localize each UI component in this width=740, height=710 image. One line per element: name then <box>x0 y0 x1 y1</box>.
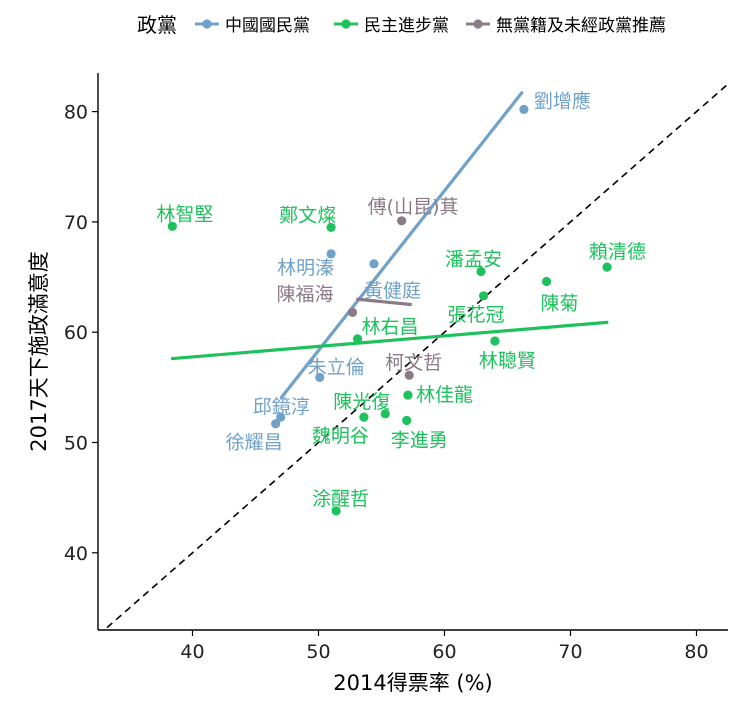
point-label: 涂醒哲 <box>312 488 369 510</box>
y-tick-label: 50 <box>64 432 88 454</box>
point-label: 潘孟安 <box>445 249 502 271</box>
data-point <box>541 276 552 287</box>
point-label: 邱鏡淳 <box>253 396 310 418</box>
data-point <box>403 390 413 400</box>
trend-line-2 <box>356 297 412 307</box>
data-point <box>404 370 414 380</box>
point-label: 劉增應 <box>534 89 591 112</box>
data-point <box>167 221 177 231</box>
x-axis-title: 2014得票率 (%) <box>333 671 492 695</box>
legend-label: 民主進步黨 <box>364 16 449 36</box>
x-tick-label: 60 <box>432 641 456 663</box>
point-label: 李進勇 <box>391 429 448 451</box>
axes: 40 50 60 70 80 40 50 60 70 80 2014得票率 (%) 2017天下施政滿… <box>27 73 728 695</box>
data-point <box>352 334 363 344</box>
legend-key-point <box>202 19 212 29</box>
data-point <box>369 259 379 269</box>
data-point <box>490 336 500 346</box>
point-label: 陳光復 <box>333 391 390 413</box>
legend-entry: 中國國民黨 <box>195 16 310 36</box>
legend-label: 無黨籍及未經政黨推薦 <box>496 16 666 36</box>
data-point <box>476 266 486 277</box>
reference-diagonal-line <box>103 82 728 630</box>
data-point <box>602 262 612 272</box>
data-point <box>397 216 407 226</box>
x-tick-label: 70 <box>558 641 582 663</box>
data-point <box>402 415 412 426</box>
data-point <box>331 506 341 516</box>
point-label: 傅(山昆)萁 <box>368 196 459 218</box>
point-label: 張花冠 <box>448 304 505 326</box>
point-label: 魏明谷 <box>312 425 369 447</box>
legend-key-point <box>341 19 351 29</box>
x-tick-label: 40 <box>180 641 204 663</box>
point-label: 林聰賢 <box>479 350 536 372</box>
legend-entry: 民主進步黨 <box>334 16 449 36</box>
point-label: 林智堅 <box>156 203 213 225</box>
x-tick-label: 50 <box>306 641 330 663</box>
point-label: 林右昌 <box>362 316 419 338</box>
point-label: 林佳龍 <box>416 384 473 406</box>
point-label: 朱立倫 <box>308 356 365 378</box>
plot-clip <box>103 82 728 630</box>
legend-key-point <box>473 19 483 29</box>
point-label: 鄭文燦 <box>279 204 336 226</box>
point-label: 徐耀昌 <box>226 432 283 454</box>
data-point <box>519 104 529 114</box>
trend-line-1 <box>170 320 609 361</box>
data-point <box>359 412 369 422</box>
point-label: 賴清德 <box>589 241 646 263</box>
point-label: 陳菊 <box>541 292 579 314</box>
point-label: 柯文哲 <box>385 352 442 374</box>
legend-label: 中國國民黨 <box>225 16 310 36</box>
data-point <box>276 412 286 422</box>
y-tick-label: 60 <box>64 322 88 344</box>
y-tick-label: 80 <box>64 102 88 124</box>
data-point <box>271 419 281 429</box>
y-tick-label: 70 <box>64 212 88 234</box>
data-point <box>347 307 358 317</box>
data-point <box>326 222 336 233</box>
legend-entry: 無黨籍及未經政黨推薦 <box>466 16 666 36</box>
legend-title: 政黨 <box>137 13 177 37</box>
data-point <box>478 291 489 301</box>
data-point <box>380 409 390 419</box>
y-tick-label: 40 <box>64 543 88 565</box>
point-label: 黃健庭 <box>364 280 421 302</box>
x-tick-label: 80 <box>684 641 708 663</box>
y-axis-title: 2017天下施政滿意度 <box>27 251 51 451</box>
legend: 政黨 中國國民黨 民主進步黨 無黨籍及未經政黨推薦 <box>137 13 666 37</box>
data-point <box>326 249 336 259</box>
data-point <box>315 372 325 383</box>
point-label: 陳福海 <box>277 283 334 305</box>
point-label: 林明溱 <box>277 257 334 279</box>
